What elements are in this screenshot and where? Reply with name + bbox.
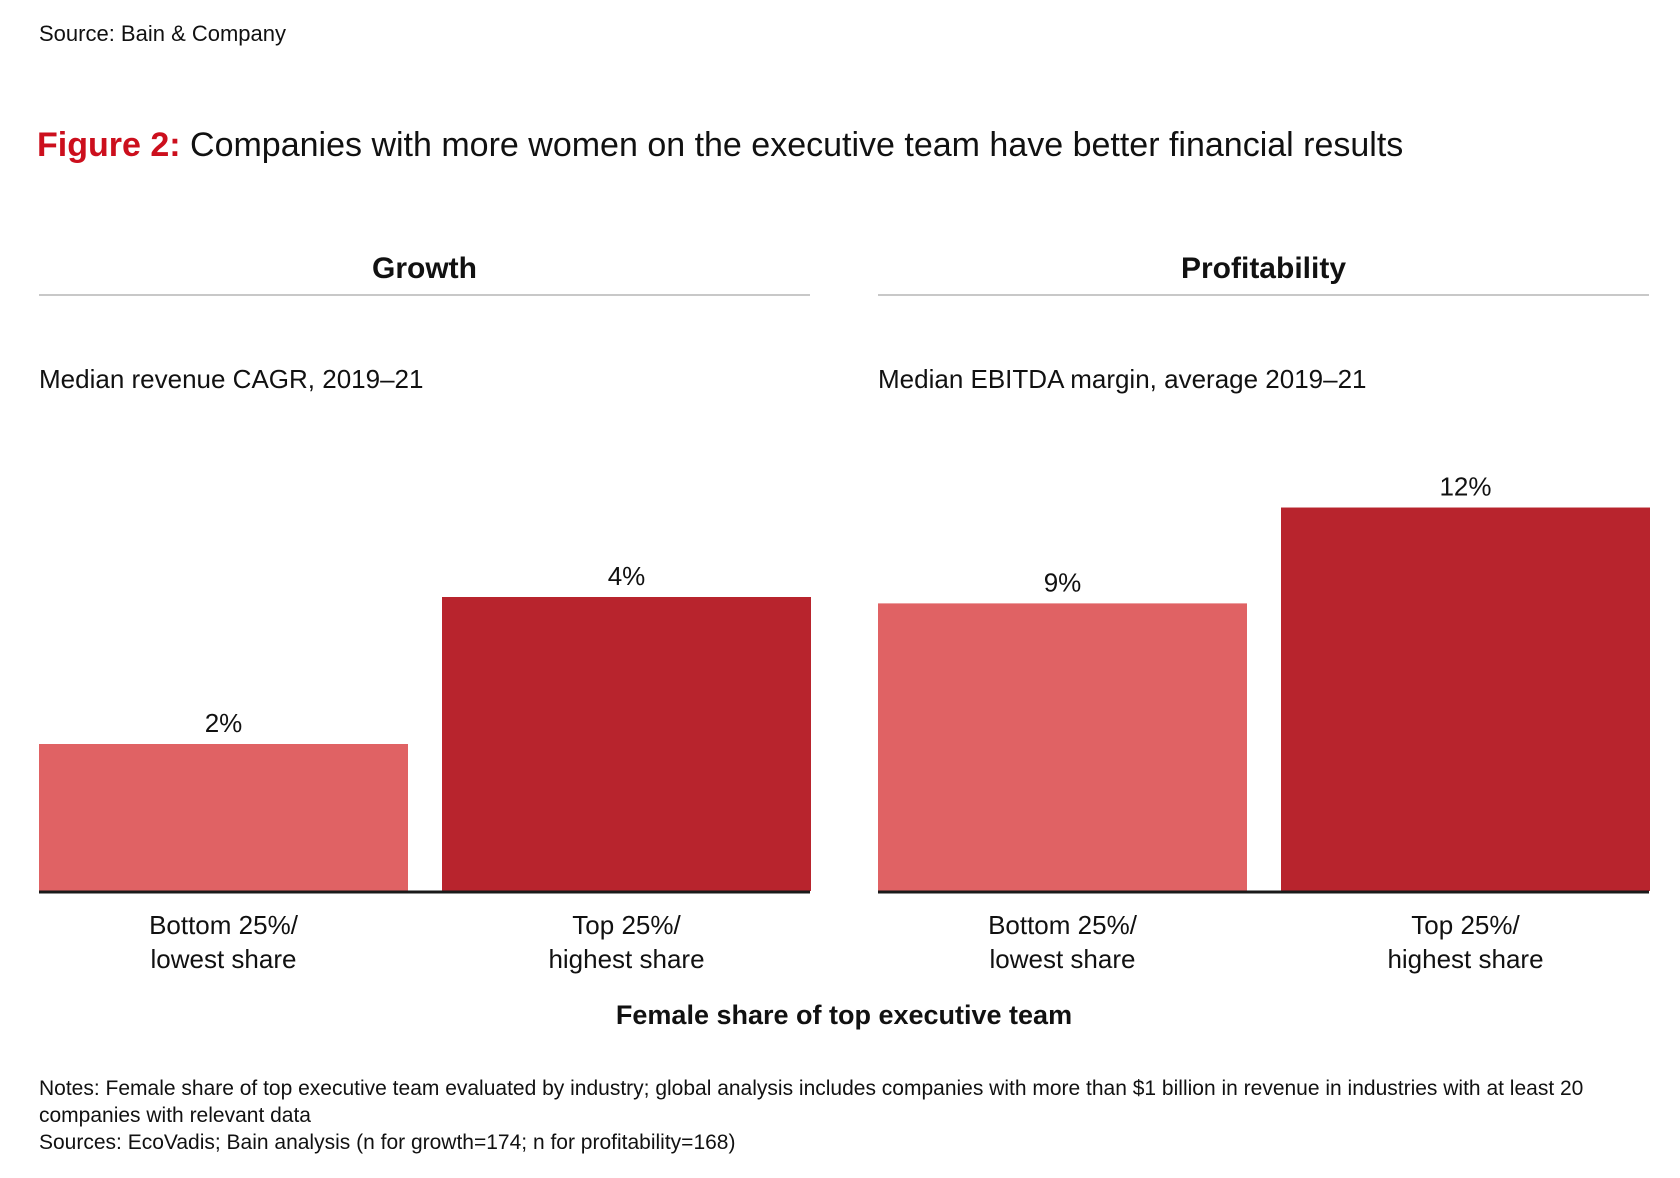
growth-category-label-1-line-1: Bottom 25%/ [149, 910, 299, 940]
profitability-category-label-2-line-2: highest share [1387, 944, 1543, 974]
profitability-category-label-2-line-1: Top 25%/ [1411, 910, 1520, 940]
growth-value-label-2: 4% [608, 561, 646, 591]
growth-bar-1 [39, 744, 408, 891]
source-label: Source: Bain & Company [39, 21, 287, 46]
growth-category-label-2-line-2: highest share [548, 944, 704, 974]
profitability-value-label-1: 9% [1044, 567, 1082, 597]
bar-charts: Growth Median revenue CAGR, 2019–21 2% Bott… [39, 252, 1650, 1030]
growth-bar-2 [442, 597, 811, 891]
growth-value-label-1: 2% [205, 708, 243, 738]
figure-title: Figure 2: Companies with more women on t… [37, 124, 1403, 166]
sources-text: Sources: EcoVadis; Bain analysis (n for … [39, 1131, 736, 1154]
profitability-bar-2 [1281, 507, 1650, 891]
notes-block: Notes: Female share of top executive tea… [39, 1075, 1639, 1156]
growth-metric-label: Median revenue CAGR, 2019–21 [39, 364, 423, 394]
growth-category-label-1-line-2: lowest share [151, 944, 297, 974]
profitability-category-label-1-line-2: lowest share [990, 944, 1136, 974]
notes-text: Notes: Female share of top executive tea… [39, 1077, 1584, 1127]
growth-category-label-2-line-1: Top 25%/ [572, 910, 681, 940]
profitability-panel-title: Profitability [1181, 252, 1346, 285]
growth-panel-title: Growth [372, 252, 477, 285]
profitability-category-label-1-line-1: Bottom 25%/ [988, 910, 1138, 940]
x-axis-label: Female share of top executive team [616, 1000, 1072, 1030]
figure-number: Figure 2: [37, 126, 181, 164]
profitability-value-label-2: 12% [1439, 472, 1491, 502]
profitability-bar-1 [878, 603, 1247, 891]
profitability-metric-label: Median EBITDA margin, average 2019–21 [878, 364, 1367, 394]
figure-title-text: Companies with more women on the executi… [180, 126, 1404, 164]
